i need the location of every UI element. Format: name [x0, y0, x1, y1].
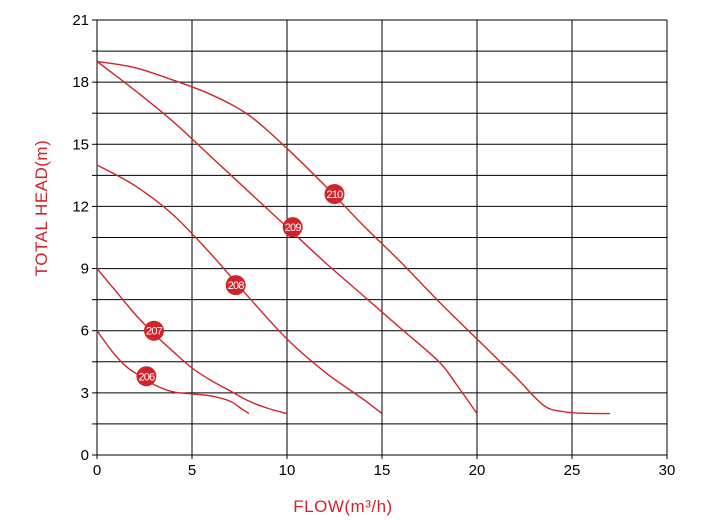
curve-marker-label-207: 207	[146, 326, 163, 338]
y-tick-labels: 0 3 6 9 12 15 18 21	[72, 12, 89, 464]
curve-marker-label-209: 209	[285, 222, 302, 234]
y-axis-title: TOTAL HEAD(m)	[32, 140, 51, 277]
curve-markers: 206 207 208 209 210	[136, 184, 345, 387]
x-tick-labels: 0 5 10 15 20 25 30	[93, 462, 676, 479]
curve-marker-210	[324, 184, 345, 204]
grid	[92, 19, 668, 459]
curve-marker-label-210: 210	[327, 189, 344, 201]
curve-210	[96, 60, 611, 415]
y-tick-label: 3	[81, 385, 89, 402]
curves	[96, 60, 611, 415]
y-tick-label: 21	[72, 12, 89, 29]
x-tick-label: 20	[469, 462, 486, 479]
curve-marker-label-208: 208	[228, 280, 245, 292]
y-tick-label: 0	[81, 447, 89, 464]
x-tick-label: 25	[564, 462, 581, 479]
y-tick-label: 12	[72, 198, 89, 215]
y-tick-label: 9	[81, 261, 89, 278]
x-tick-label: 0	[93, 462, 101, 479]
x-tick-label: 30	[659, 462, 676, 479]
curve-208	[96, 164, 383, 415]
x-tick-label: 10	[279, 462, 296, 479]
curve-207	[96, 268, 288, 415]
curve-209	[96, 60, 478, 414]
x-tick-label: 15	[374, 462, 391, 479]
x-tick-label: 5	[188, 462, 196, 479]
curve-marker-209	[282, 217, 303, 238]
y-tick-label: 6	[81, 323, 89, 340]
curve-marker-208	[225, 275, 246, 296]
y-tick-label: 15	[72, 136, 89, 153]
curve-marker-207	[144, 320, 164, 341]
curve-marker-label-206: 206	[138, 371, 155, 383]
curve-marker-206	[136, 366, 157, 387]
x-axis-title: FLOW(m³/h)	[293, 497, 392, 516]
y-tick-label: 18	[72, 74, 89, 91]
curve-206	[96, 330, 250, 415]
